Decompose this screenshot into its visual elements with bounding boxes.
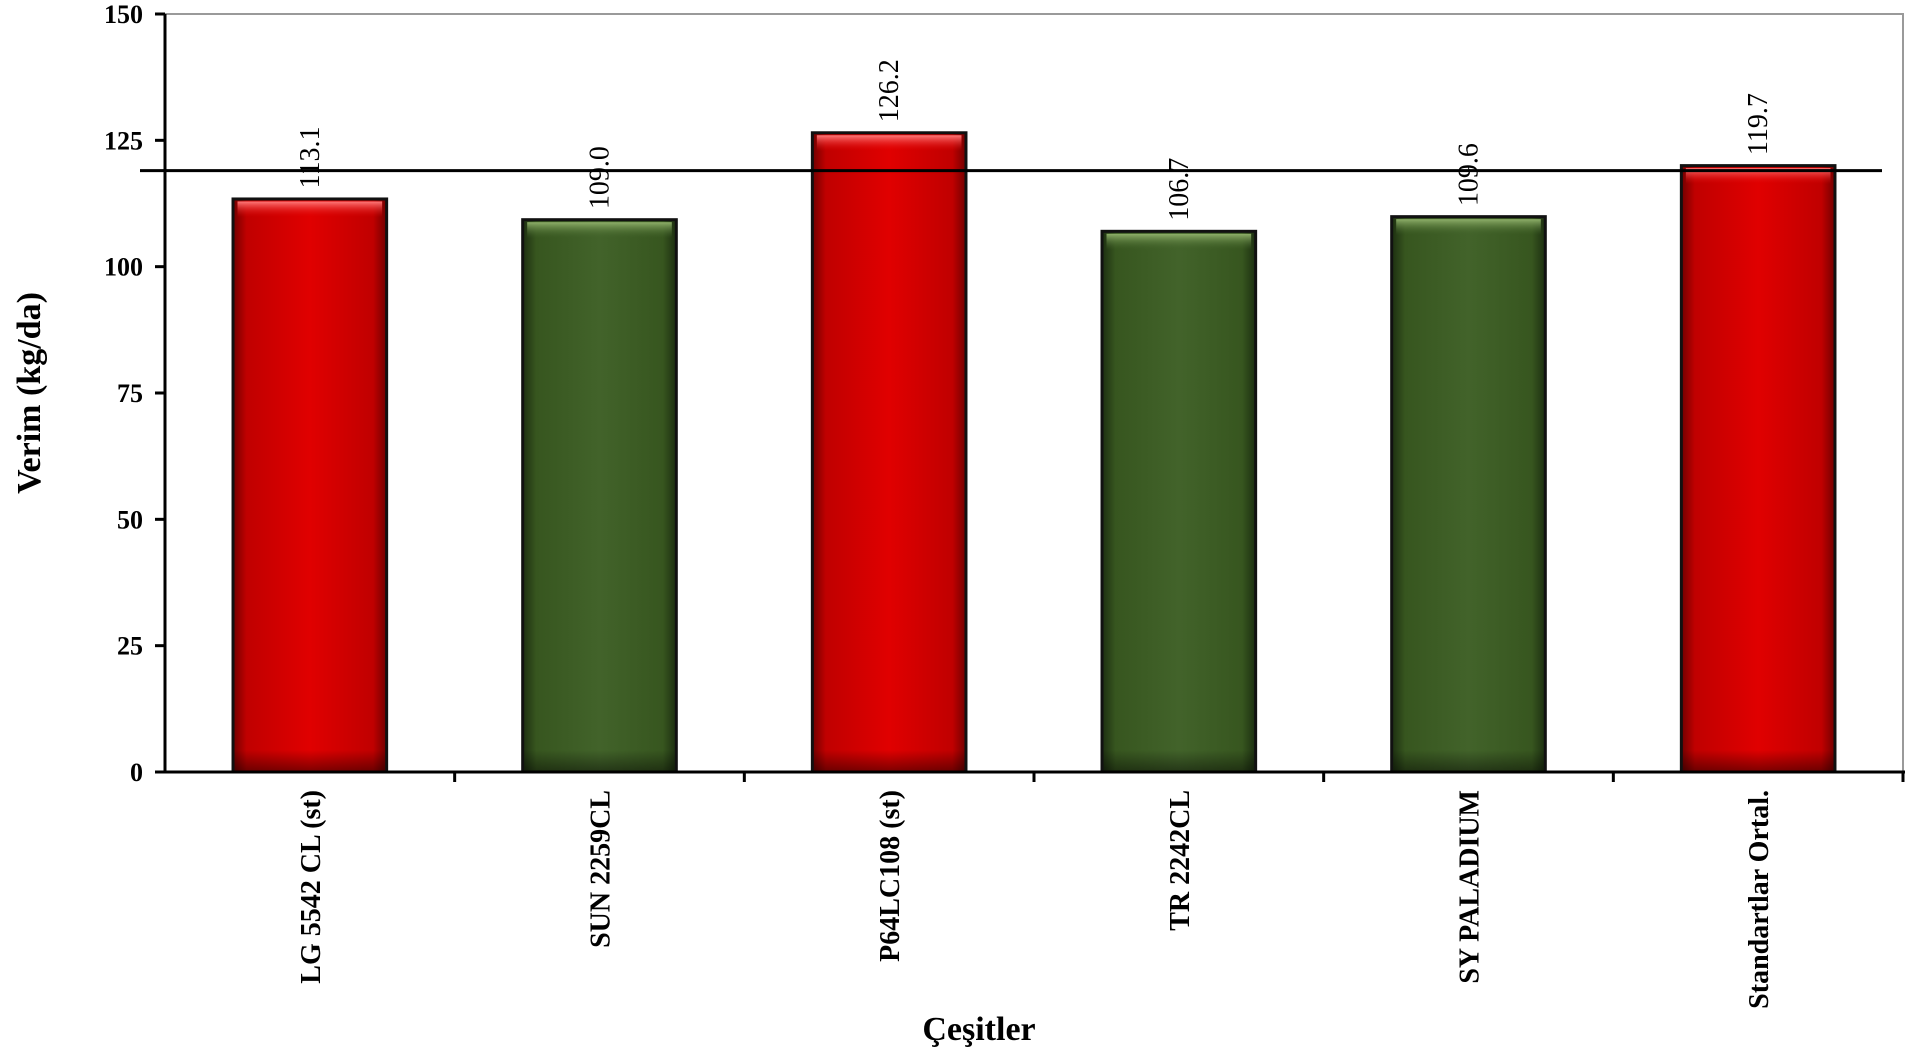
y-axis-ticks: 0 25 50 75 100 125 150 [104, 0, 165, 787]
y-tick-label: 25 [117, 632, 143, 661]
bar-shadow [1682, 750, 1834, 772]
category-label: LG 5542 CL (st) [296, 790, 327, 984]
data-label: 113.1 [295, 126, 326, 188]
bar-highlight [237, 201, 383, 218]
bar [1679, 164, 1837, 773]
y-tick-label: 50 [117, 505, 143, 534]
bar-shadow [1393, 750, 1544, 772]
data-label: 119.7 [1743, 93, 1774, 155]
x-axis-ticks: LG 5542 CL (st) SUN 2259CL P64LC108 (st) TR… [296, 772, 1905, 1009]
y-axis-title: Verim (kg/da) [11, 292, 48, 494]
y-tick-label: 75 [117, 379, 143, 408]
bar-fill [813, 134, 965, 772]
data-label: 106.7 [1164, 158, 1195, 221]
bar-fill [1103, 232, 1255, 772]
category-label: Standartlar Ortal. [1744, 790, 1775, 1009]
bar-shadow [524, 750, 675, 772]
bar [231, 197, 389, 772]
bar-shadow [813, 750, 965, 772]
bar [810, 131, 968, 772]
bar-highlight [527, 222, 672, 239]
category-label: SUN 2259CL [586, 790, 617, 948]
bar [1390, 215, 1547, 772]
category-label: P64LC108 (st) [875, 790, 906, 962]
y-tick-label: 125 [104, 126, 143, 155]
data-label: 109.6 [1454, 143, 1485, 206]
data-label: 126.2 [874, 59, 905, 122]
bar-shadow [1103, 750, 1255, 772]
plot-frame [164, 13, 1904, 773]
bar-fill [234, 200, 386, 772]
data-label: 109.0 [585, 146, 616, 209]
x-axis-title: Çeşitler [922, 1011, 1035, 1048]
category-label: TR 2242CL [1165, 790, 1196, 931]
bar-highlight [816, 135, 962, 152]
bars-group: 113.1 109.0 126.2 106.7 109.6 119.7 [231, 59, 1837, 773]
bar-highlight [1106, 233, 1252, 250]
bar-fill [1682, 167, 1834, 773]
bar [521, 218, 678, 773]
bar-fill [1393, 218, 1544, 772]
bar-shadow [234, 750, 386, 772]
y-tick-label: 150 [104, 0, 143, 29]
bar-highlight [1396, 219, 1541, 236]
bar-fill [524, 221, 675, 773]
y-tick-label: 0 [130, 758, 143, 787]
y-tick-label: 100 [104, 253, 143, 282]
category-label: SY PALADIUM [1455, 790, 1486, 984]
bar [1100, 229, 1258, 772]
